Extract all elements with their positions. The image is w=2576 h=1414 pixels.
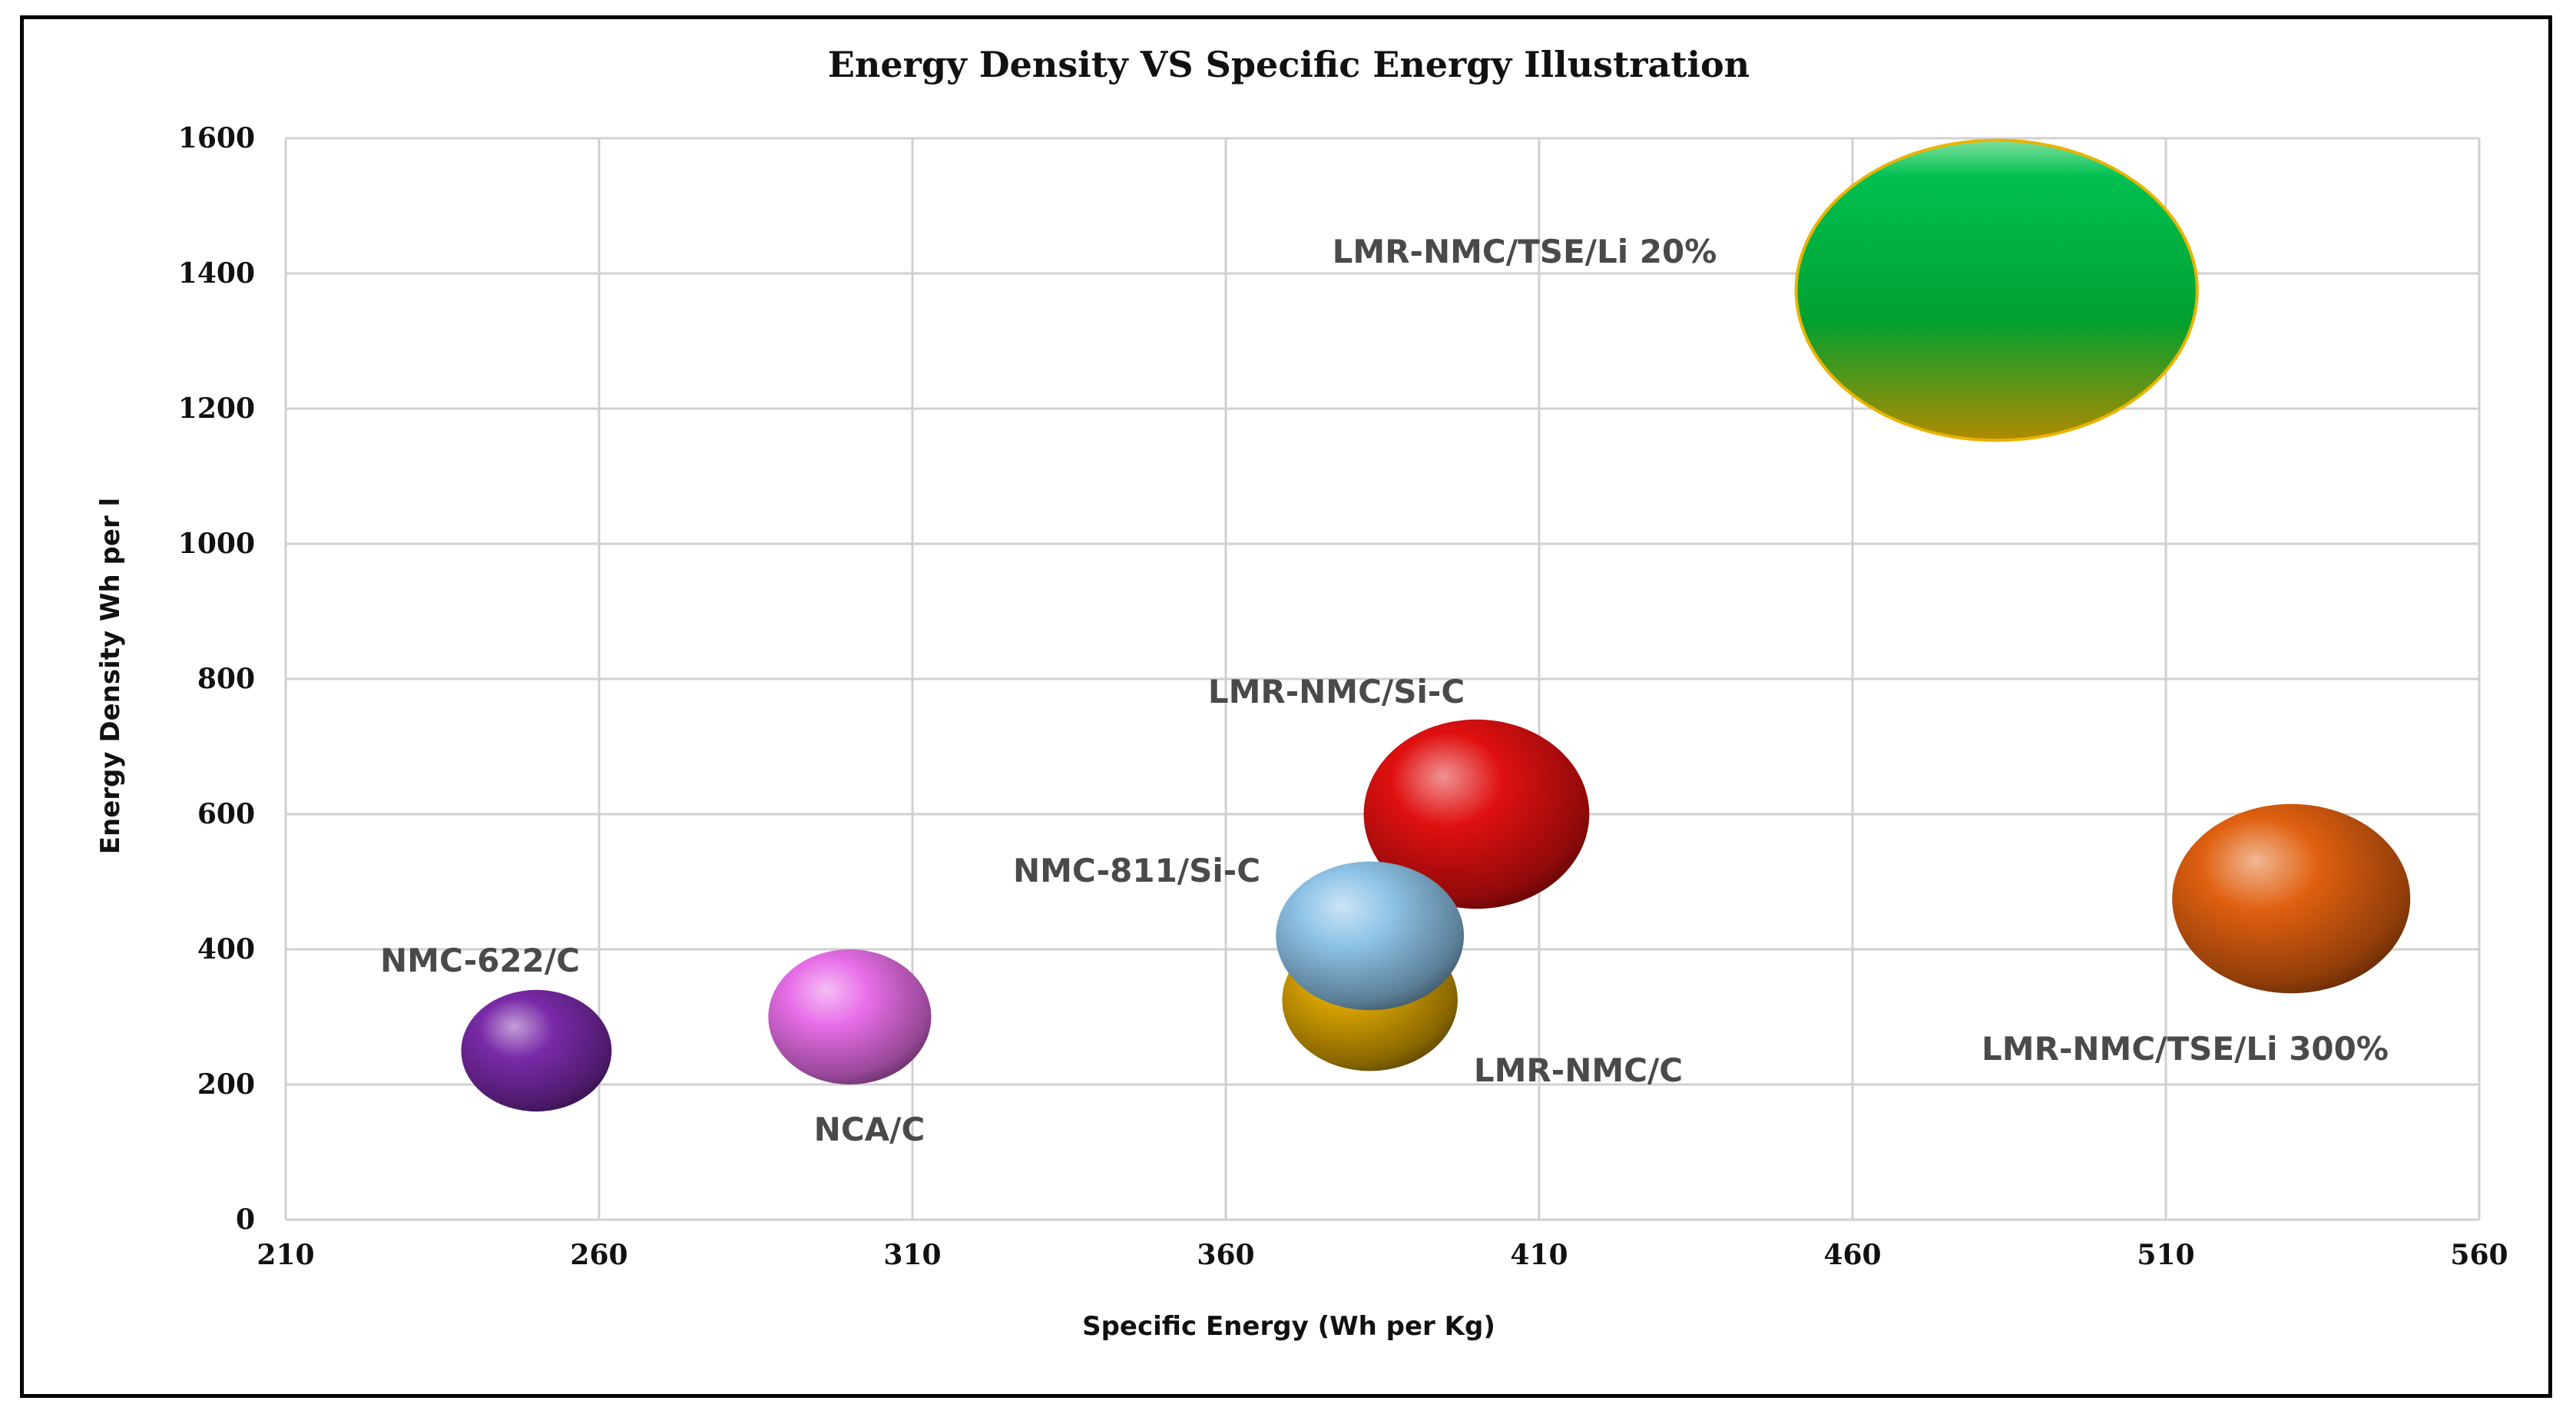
y-tick-label: 1600 — [178, 122, 255, 154]
bubble — [461, 989, 612, 1112]
bubbles — [461, 138, 2411, 1112]
x-tick-label: 310 — [883, 1239, 941, 1271]
data-label: LMR-NMC/TSE/Li 300% — [1982, 1030, 2389, 1068]
x-tick-label: 560 — [2450, 1239, 2508, 1271]
y-axis-label: Energy Density Wh per l — [95, 498, 126, 854]
data-label: NMC-622/C — [380, 942, 580, 979]
x-axis-label: Specific Energy (Wh per Kg) — [1082, 1311, 1495, 1342]
y-axis-ticks: 0 200 400 600 800 1000 1200 1400 1600 — [178, 122, 255, 1236]
bubble — [1794, 138, 2199, 442]
y-tick-label: 1000 — [178, 528, 255, 560]
x-tick-label: 210 — [257, 1239, 314, 1271]
bubble — [1276, 861, 1465, 1011]
x-tick-label: 260 — [570, 1239, 627, 1271]
y-tick-label: 1200 — [178, 392, 255, 425]
y-tick-label: 1400 — [178, 257, 255, 290]
bubble — [2172, 803, 2411, 994]
x-tick-label: 510 — [2137, 1239, 2194, 1271]
y-tick-label: 400 — [197, 933, 255, 965]
data-label: LMR-NMC/C — [1474, 1051, 1683, 1089]
data-label: LMR-NMC/Si-C — [1208, 673, 1465, 710]
data-label: LMR-NMC/TSE/Li 20% — [1333, 233, 1717, 270]
y-tick-label: 0 — [236, 1204, 255, 1236]
chart-title: Energy Density VS Specific Energy Illust… — [828, 44, 1750, 85]
data-label: NCA/C — [814, 1111, 925, 1148]
bubble — [1363, 719, 1590, 909]
x-tick-label: 360 — [1197, 1239, 1254, 1271]
data-labels: LMR-NMC/TSE/Li 20% LMR-NMC/Si-C LMR-NMC/C N… — [380, 233, 2389, 1148]
x-tick-label: 460 — [1823, 1239, 1881, 1271]
y-tick-label: 800 — [197, 663, 255, 695]
y-tick-label: 600 — [197, 798, 255, 830]
x-axis-ticks: 210 260 310 360 410 460 510 560 — [257, 1239, 2508, 1271]
data-label: NMC-811/Si-C — [1013, 852, 1260, 889]
x-tick-label: 410 — [1510, 1239, 1568, 1271]
bubble — [768, 949, 932, 1085]
y-tick-label: 200 — [197, 1068, 255, 1101]
